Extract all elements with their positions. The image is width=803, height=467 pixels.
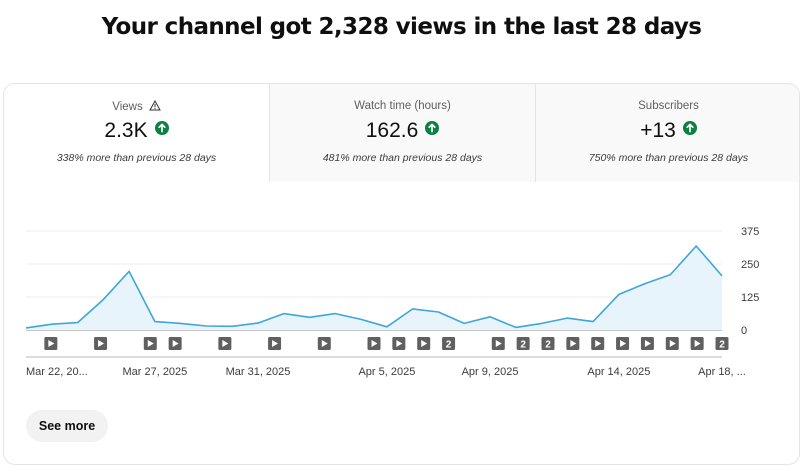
- tab-watch-time-compare: 481% more than previous 28 days: [322, 152, 483, 164]
- tab-watch-time[interactable]: Watch time (hours) 162.6 481% more than …: [269, 84, 535, 182]
- tab-watch-time-label: Watch time (hours): [354, 100, 451, 112]
- tab-subscribers[interactable]: Subscribers +13 750% more than previous …: [535, 84, 799, 182]
- metric-tabs: Views 2.3K 338% more than previous 28 da…: [4, 84, 799, 182]
- tab-subscribers-label: Subscribers: [638, 100, 699, 112]
- x-tick-label: Apr 18, ...: [698, 366, 746, 378]
- play-icon: [694, 340, 701, 347]
- warning-icon[interactable]: [148, 99, 161, 114]
- play-icon: [272, 340, 279, 347]
- x-tick-label: Apr 14, 2025: [587, 366, 650, 378]
- analytics-card: Views 2.3K 338% more than previous 28 da…: [3, 83, 800, 465]
- play-icon: [172, 340, 179, 347]
- video-count-label: 2: [545, 340, 551, 351]
- arrow-up-icon: [154, 121, 169, 135]
- play-icon: [371, 340, 378, 347]
- y-tick-label: 375: [741, 226, 759, 238]
- x-tick-label: Mar 22, 20...: [26, 366, 88, 378]
- tab-subscribers-compare: 750% more than previous 28 days: [588, 152, 749, 164]
- video-count-label: 2: [719, 340, 725, 351]
- play-icon: [620, 340, 627, 347]
- page-title: Your channel got 2,328 views in the last…: [101, 14, 702, 40]
- y-tick-label: 0: [741, 325, 747, 337]
- play-icon: [321, 340, 328, 347]
- tab-views-label: Views: [112, 101, 143, 113]
- x-tick-label: Apr 5, 2025: [358, 366, 415, 378]
- tab-watch-time-value: 162.6: [365, 119, 419, 142]
- arrow-up-icon: [682, 121, 697, 135]
- play-icon: [669, 340, 676, 347]
- views-line: [25, 245, 723, 329]
- play-icon: [98, 340, 105, 347]
- video-count-marker[interactable]: [516, 337, 530, 350]
- play-icon: [147, 340, 154, 347]
- tab-subscribers-value: +13: [640, 119, 676, 142]
- video-count-marker[interactable]: [541, 337, 555, 350]
- y-tick-label: 125: [741, 292, 759, 304]
- play-icon: [495, 340, 502, 347]
- play-icon: [396, 340, 403, 347]
- play-icon: [570, 340, 577, 347]
- views-area: [26, 246, 722, 330]
- views-chart[interactable]: 375 250 125 0 2 2 2 2 Mar 22, 20... Mar 27, 2025 M…: [4, 182, 800, 382]
- see-more-button[interactable]: See more: [26, 410, 108, 442]
- arrow-up-icon: [425, 121, 440, 135]
- tab-views-compare: 338% more than previous 28 days: [56, 152, 217, 164]
- video-count-label: 2: [446, 340, 452, 351]
- video-count-marker[interactable]: [715, 337, 729, 350]
- video-count-label: 2: [520, 340, 526, 351]
- x-tick-label: Mar 27, 2025: [122, 366, 187, 378]
- play-icon: [644, 340, 651, 347]
- tab-views[interactable]: Views 2.3K 338% more than previous 28 da…: [4, 84, 269, 182]
- x-tick-label: Mar 31, 2025: [226, 366, 291, 378]
- play-icon: [595, 340, 602, 347]
- y-tick-label: 250: [741, 259, 759, 271]
- x-tick-label: Apr 9, 2025: [462, 366, 519, 378]
- play-icon: [421, 340, 428, 347]
- play-icon: [48, 340, 55, 347]
- video-count-marker[interactable]: [442, 337, 456, 350]
- play-icon: [222, 340, 229, 347]
- tab-views-value: 2.3K: [104, 119, 148, 142]
